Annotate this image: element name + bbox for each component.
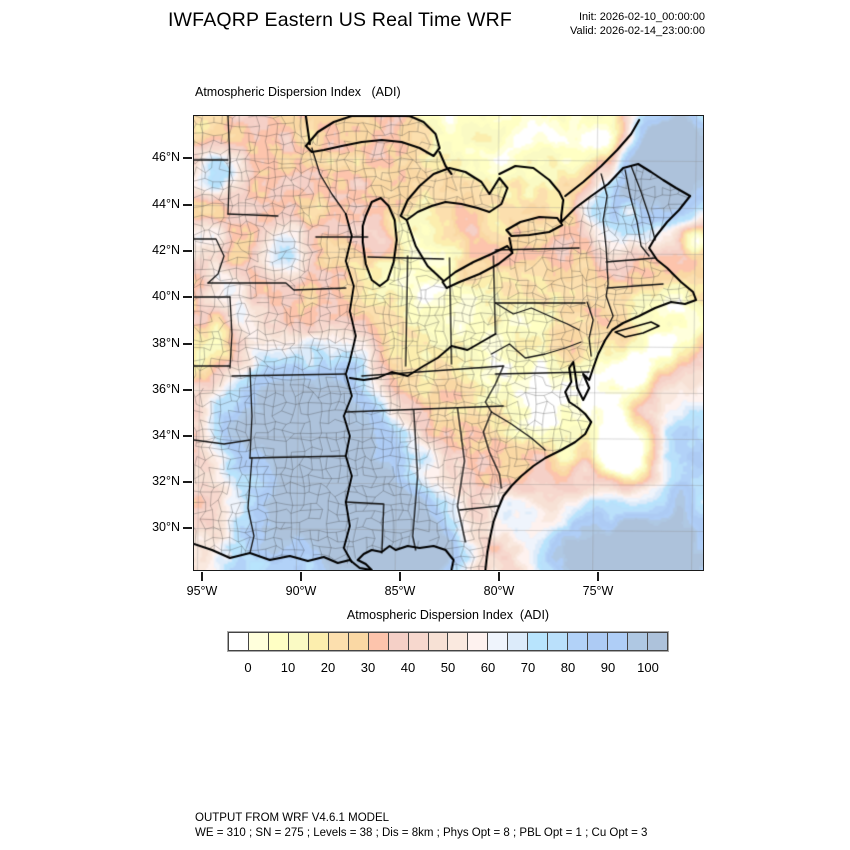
lat-tick [183,343,192,345]
lat-tick-label: 36°N [152,382,180,396]
model-info: OUTPUT FROM WRF V4.6.1 MODEL WE = 310 ; … [195,811,647,841]
lon-tick [498,572,500,581]
lat-tick-label: 38°N [152,336,180,350]
colorbar-swatches [228,632,668,651]
lon-tick [399,572,401,581]
lat-tick-label: 34°N [152,428,180,442]
colorbar-cell [508,633,529,650]
map-panel: 46°N 44°N 42°N 40°N 38°N 36°N 34°N 32°N 30°N 95°W… [152,115,704,598]
lon-tick-label: 85°W [384,584,416,598]
colorbar-cell [528,633,549,650]
init-time: Init: 2026-02-10_00:00:00 [579,11,705,23]
colorbar-label: Atmospheric Dispersion Index (ADI) [346,608,550,622]
colorbar-tick: 10 [280,660,296,675]
colorbar-cell [548,633,569,650]
map-variable-title: Atmospheric Dispersion Index (ADI) [195,85,401,99]
colorbar-cell [428,633,449,650]
colorbar-cell [568,633,589,650]
colorbar-tick: 20 [320,660,336,675]
lat-tick-label: 40°N [152,289,180,303]
colorbar-tick: 70 [520,660,536,675]
lat-tick-label: 30°N [152,520,180,534]
lat-tick [183,250,192,252]
lat-tick-label: 44°N [152,197,180,211]
run-times: Init: 2026-02-10_00:00:00 Valid: 2026-02… [480,11,705,38]
colorbar-cell [368,633,389,650]
colorbar-tick: 90 [600,660,616,675]
model-info-line1: OUTPUT FROM WRF V4.6.1 MODEL [195,812,390,824]
lat-tick-label: 46°N [152,150,180,164]
lat-tick [183,481,192,483]
lon-tick-label: 75°W [582,584,614,598]
valid-time: Valid: 2026-02-14_23:00:00 [570,24,705,37]
model-info-line2: WE = 310 ; SN = 275 ; Levels = 38 ; Dis … [195,827,648,839]
lat-tick [183,296,192,298]
lon-tick-label: 80°W [483,584,515,598]
lat-tick-label: 42°N [152,243,180,257]
colorbar-cell [468,633,489,650]
colorbar-tick: 0 [244,660,252,675]
lon-tick [201,572,203,581]
colorbar-tick: 30 [360,660,376,675]
colorbar-cell [288,633,309,650]
lon-tick [597,572,599,581]
colorbar-cell [648,633,667,650]
colorbar-cell [348,633,369,650]
colorbar-cell [408,633,429,650]
colorbar-tick: 60 [480,660,496,675]
colorbar-cell [248,633,269,650]
lat-tick-label: 32°N [152,474,180,488]
colorbar-cell [308,633,329,650]
adi-field-map [194,116,703,570]
colorbar-cell [588,633,609,650]
colorbar-tick: 50 [440,660,456,675]
colorbar-tick: 40 [400,660,416,675]
colorbar: Atmospheric Dispersion Index (ADI) 0 10 20… [228,608,668,680]
colorbar-cell [448,633,469,650]
lat-tick [183,157,192,159]
colorbar-cell [388,633,409,650]
colorbar-cell [488,633,509,650]
page-title: IWFAQRP Eastern US Real Time WRF [167,9,513,31]
colorbar-cell [268,633,289,650]
colorbar-cell [229,633,249,650]
lat-tick [183,435,192,437]
colorbar-tick: 80 [560,660,576,675]
lon-tick-label: 95°W [186,584,218,598]
lon-tick [300,572,302,581]
colorbar-cell [328,633,349,650]
colorbar-cell [608,633,629,650]
colorbar-tick: 100 [637,660,659,675]
lat-tick [183,389,192,391]
colorbar-cell [628,633,649,650]
lon-tick-label: 90°W [285,584,317,598]
lat-tick [183,204,192,206]
lat-tick [183,527,192,529]
